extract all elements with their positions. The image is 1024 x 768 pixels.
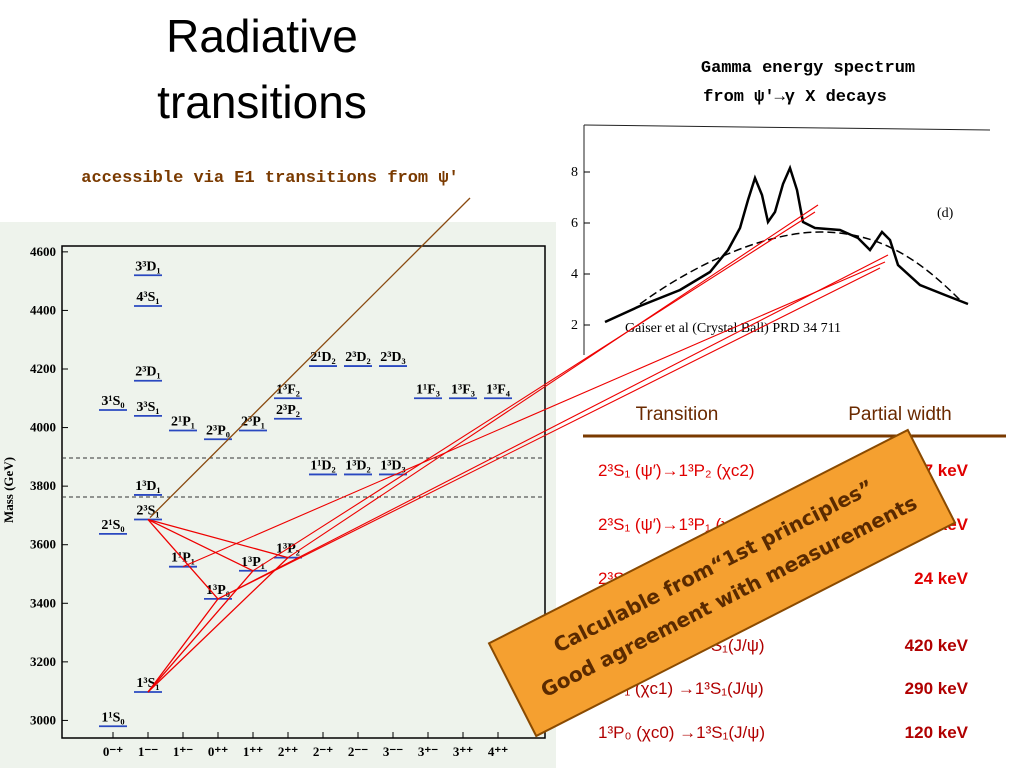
level-label: 2³P₁: [241, 415, 265, 430]
pointer: [149, 197, 471, 518]
spectrum-tick-label: 4: [571, 267, 578, 282]
level-label: 3³S₁: [136, 400, 159, 415]
x-tick-label: 3⁺⁺: [453, 744, 473, 759]
spectrum-link: [217, 254, 889, 600]
e1-arrow: [147, 519, 219, 600]
callout-box: [487, 428, 957, 738]
level-label: 1³D₃: [380, 458, 406, 473]
y-axis-label: Mass (GeV): [1, 457, 16, 523]
panel-label: (d): [937, 206, 954, 221]
spectrum-tick-label: 2: [571, 318, 578, 333]
x-tick-label: 2⁻⁻: [348, 744, 368, 759]
e1-arrow: [147, 518, 254, 572]
level-label: 3³D₁: [135, 259, 161, 274]
x-tick-label: 2⁺⁺: [278, 744, 298, 759]
diagram-frame: [61, 245, 546, 739]
spectrum-curve: [604, 164, 969, 324]
spectrum-tick-label: 6: [571, 216, 578, 231]
x-tick-label: 1⁻⁻: [138, 744, 158, 759]
level-label: 1¹S₀: [101, 710, 124, 725]
level-label: 1³D₂: [345, 458, 371, 473]
y-tick-label: 3200: [30, 654, 56, 669]
level-label: 1³P₁: [241, 555, 265, 570]
level-label: 2³D₃: [380, 350, 406, 365]
level-label: 1³P₀: [206, 583, 230, 598]
level-label: 2³P₀: [206, 423, 230, 438]
y-tick-label: 4200: [30, 361, 56, 376]
spectrum-caption: from ψ′→γ X decays: [703, 88, 887, 107]
partial-width: 290 keV: [905, 679, 969, 698]
x-tick-label: 3⁺⁻: [418, 744, 438, 759]
spectrum-link: [182, 261, 886, 568]
y-tick-label: 4000: [30, 420, 56, 435]
partial-width: 24 keV: [914, 569, 969, 588]
x-tick-label: 0⁻⁺: [103, 744, 123, 759]
level-label: 2³D₁: [135, 365, 161, 380]
table-header: Partial width: [848, 404, 952, 425]
level-label: 1³F₂: [276, 382, 300, 397]
y-tick-label: 3600: [30, 537, 56, 552]
partial-width: 420 keV: [905, 636, 969, 655]
level-label: 1¹D₂: [310, 458, 336, 473]
spectrum-caption: Gamma energy spectrum: [701, 59, 915, 78]
transition: 2³S₁ (ψ′)→1³P₂ (χc2): [598, 461, 755, 480]
partial-width: 120 keV: [905, 723, 969, 742]
subtitle: accessible via E1 transitions from ψ′: [81, 169, 458, 188]
level-label: 1¹F₃: [416, 382, 440, 397]
y-tick-label: 3400: [30, 595, 56, 610]
spectrum-frame: [583, 124, 991, 131]
level-label: 1³F₃: [451, 382, 475, 397]
level-label: 3¹S₀: [101, 394, 124, 409]
e1-arrow: [147, 518, 289, 559]
level-label: 2¹P₁: [171, 415, 195, 430]
y-tick-label: 4600: [30, 244, 56, 259]
spectrum-link: [217, 267, 881, 600]
e1-arrow: [147, 557, 289, 693]
level-label: 1³F₄: [486, 382, 511, 397]
spectrum-link: [287, 204, 819, 559]
x-tick-label: 1⁺⁻: [173, 744, 193, 759]
spectrum-tick-label: 8: [571, 165, 578, 180]
x-tick-label: 1⁺⁺: [243, 744, 263, 759]
level-label: 2³D₂: [345, 350, 371, 365]
level-label: 2³P₂: [276, 403, 300, 418]
level-label: 2³S₁: [136, 504, 159, 519]
y-tick-label: 4400: [30, 302, 56, 317]
level-label: 1¹P₁: [171, 551, 195, 566]
level-label: 2¹S₀: [101, 518, 124, 533]
title-line: Radiative: [166, 10, 358, 62]
e1-arrow: [147, 598, 219, 693]
level-label: 2¹D₂: [310, 350, 336, 365]
level-label: 4³S₁: [136, 290, 159, 305]
e1-arrow: [147, 570, 254, 693]
x-tick-label: 3⁻⁻: [383, 744, 403, 759]
spectrum-link: [252, 211, 816, 572]
table-header: Transition: [636, 404, 719, 425]
x-tick-label: 0⁺⁺: [208, 744, 228, 759]
y-tick-label: 3800: [30, 478, 56, 493]
diagram-panel: [0, 222, 556, 768]
y-tick-label: 3000: [30, 712, 56, 727]
transition: 1³P₀ (χc0) →1³S₁(J/ψ): [598, 723, 765, 742]
spectrum-fit: [639, 231, 961, 305]
title-line: transitions: [157, 76, 367, 128]
x-tick-label: 2⁻⁺: [313, 744, 333, 759]
level-label: 1³D₁: [135, 479, 161, 494]
x-tick-label: 4⁺⁺: [488, 744, 508, 759]
